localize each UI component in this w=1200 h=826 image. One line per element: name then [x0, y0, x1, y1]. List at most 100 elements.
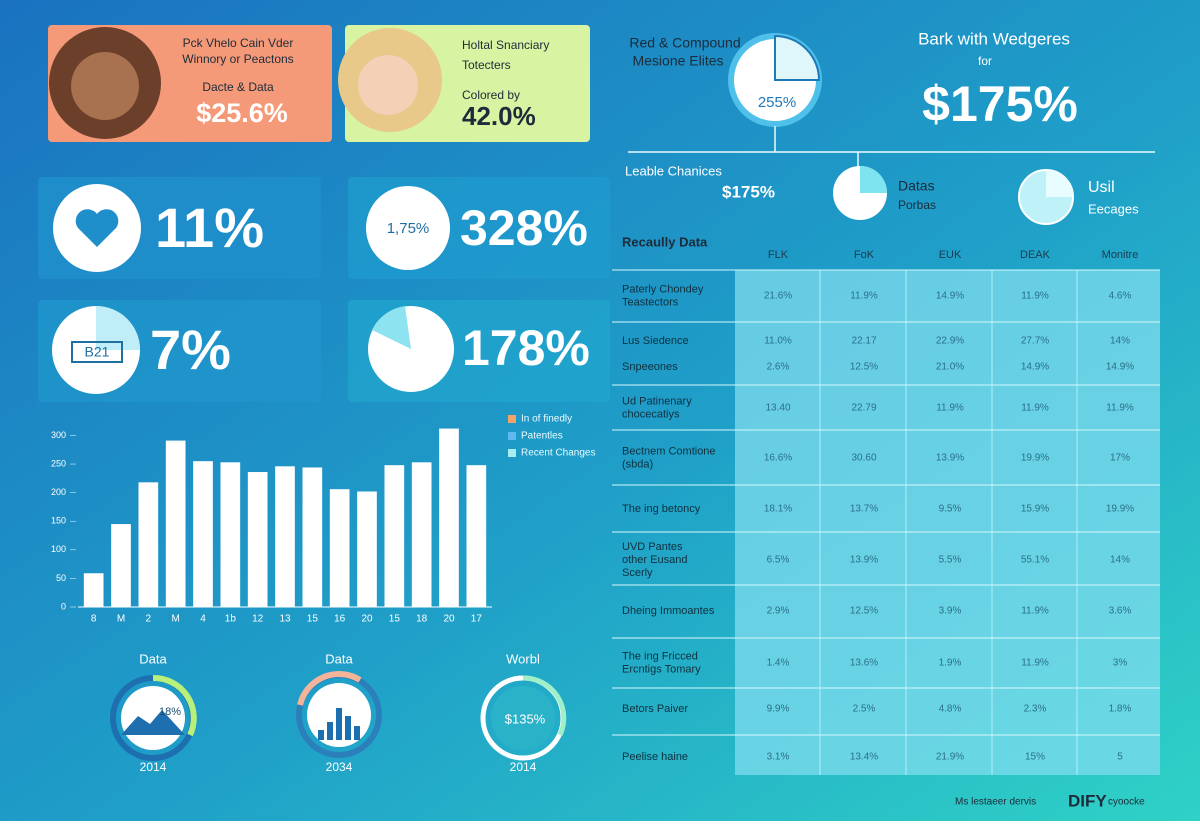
table-cell: 11.9% [1021, 403, 1049, 414]
footer-tail: cyoocke [1108, 797, 1145, 808]
legend-label: In of finedly [521, 414, 572, 425]
table-cell: 21.6% [764, 291, 792, 302]
table-cell: 55.1% [1021, 555, 1049, 566]
label: Datas [898, 178, 935, 194]
table-cell: 11.9% [1021, 606, 1049, 617]
x-tick-label: 8 [91, 614, 97, 625]
legend-swatch [508, 415, 516, 423]
table-cell: 11.9% [1021, 658, 1049, 669]
bar [138, 482, 159, 607]
gauge-value: $135% [505, 711, 546, 726]
table-cell: 5 [1117, 752, 1123, 763]
gauge-face [491, 686, 555, 750]
table-cell: 19.9% [1106, 504, 1134, 515]
table-cell: 13.4% [850, 752, 878, 763]
value: $175% [722, 182, 775, 201]
bar [220, 462, 241, 607]
bar [111, 524, 131, 607]
gauge-title: Data [325, 651, 353, 666]
label: Usil [1088, 179, 1115, 196]
table-title: Recaully Data [622, 234, 708, 249]
badge: 1,75% [387, 220, 430, 237]
row-label: Dheing Immoantes [622, 605, 715, 617]
card-value: $25.6% [196, 98, 288, 128]
y-tick-label: 200 [51, 487, 66, 497]
table-cell: 4.6% [1109, 291, 1132, 302]
table-cell: 17% [1110, 453, 1130, 464]
row-label: other Eusand [622, 554, 687, 566]
bar [466, 465, 487, 607]
table-cell: 22.17 [851, 336, 876, 347]
gauge-title: Data [139, 651, 167, 666]
gauge-year: 2034 [326, 760, 353, 774]
gauge: Worbl $135% 2014 [480, 651, 567, 774]
mini-pie-slice [860, 166, 887, 193]
row-label: (sbda) [622, 458, 653, 470]
table-cell: 2.3% [1024, 704, 1047, 715]
bar-chart: 0 50 100 150 200 250 300 8 M 2 M 4 1b 12 13 15 16 20 15 18 2… [51, 428, 487, 625]
bar [357, 491, 377, 607]
headline-value: $175% [922, 76, 1078, 132]
stat-value: 11% [155, 196, 264, 259]
table-cell: 14.9% [936, 291, 964, 302]
row-label: Paterly Chondey [622, 283, 704, 295]
pie-icon [96, 306, 140, 350]
legend-swatch [508, 449, 516, 457]
card-caption: Dacte & Data [202, 80, 274, 94]
headline: Bark with Wedgeres [918, 29, 1070, 48]
table-cell: 3.1% [767, 752, 790, 763]
table-cell: 13.6% [850, 658, 878, 669]
row-label: Lus Siedence [622, 335, 689, 347]
x-tick-label: 13 [279, 614, 291, 625]
table-cell: 18.1% [764, 504, 792, 515]
x-tick-label: 16 [334, 614, 346, 625]
donut-slice [774, 34, 821, 81]
icon [71, 341, 123, 363]
column-header: FoK [854, 249, 875, 261]
icon [366, 186, 450, 270]
table-cell: 14.9% [1106, 362, 1134, 373]
card-text: Winnory or Peactons [182, 52, 293, 66]
table-cell: 13.9% [850, 555, 878, 566]
card-text: Holtal Snanciary [462, 38, 549, 52]
bar [247, 472, 268, 607]
row-label: Betors Paiver [622, 703, 688, 715]
card-text: Pck Vhelo Cain Vder [183, 36, 294, 50]
column-header: FLK [768, 249, 789, 261]
gauge-icon [318, 708, 360, 740]
bar [83, 573, 104, 607]
bar [384, 465, 405, 607]
stat-value: 328% [460, 200, 588, 256]
table-cell: 22.79 [851, 403, 876, 414]
table-cell: 22.9% [936, 336, 964, 347]
row-label: Scerly [622, 567, 653, 579]
table-cell: 2.6% [767, 362, 790, 373]
table-cell: 4.8% [939, 704, 962, 715]
label: Porbas [898, 198, 936, 212]
column-header: DEAK [1020, 249, 1051, 261]
y-tick-label: 250 [51, 458, 66, 468]
photo [358, 55, 418, 115]
donut-title: Red & Compound [629, 35, 740, 51]
bar [329, 489, 350, 607]
pie-icon [372, 306, 411, 349]
table-cell: 12.5% [850, 362, 878, 373]
bar [275, 466, 295, 607]
bar [165, 440, 186, 607]
table-cell: 16.6% [764, 453, 792, 464]
gauge-title: Worbl [506, 651, 540, 666]
y-tick-label: 0 [61, 601, 66, 611]
heart-icon [75, 209, 119, 247]
x-tick-label: 15 [389, 614, 401, 625]
row-label: The ing betoncy [622, 503, 701, 515]
x-tick-label: 4 [200, 614, 206, 625]
legend-label: Patentles [521, 431, 563, 442]
x-tick-label: 20 [361, 614, 373, 625]
photo [71, 52, 139, 120]
table-cell: 9.9% [767, 704, 790, 715]
table-cell: 19.9% [1021, 453, 1049, 464]
row-label: Peelise haine [622, 751, 688, 763]
footer-brand: DIFY [1068, 791, 1107, 810]
gauge-value: 18% [159, 706, 181, 718]
x-tick-label: 18 [416, 614, 428, 625]
